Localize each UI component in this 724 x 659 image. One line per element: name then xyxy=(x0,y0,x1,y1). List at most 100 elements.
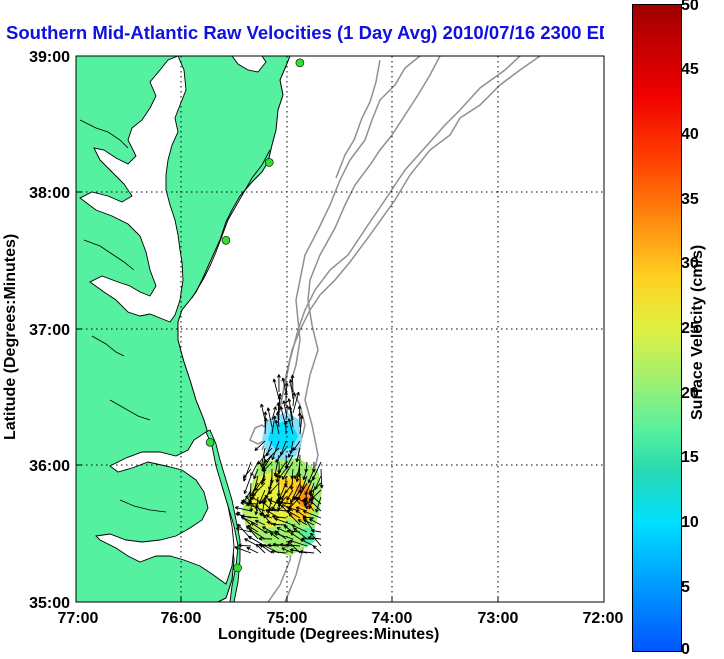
velocity-arrow xyxy=(274,419,280,435)
velocity-arrow xyxy=(249,482,259,498)
xtick-label: 73:00 xyxy=(478,610,519,627)
velocity-arrow xyxy=(276,499,294,512)
velocity-arrow xyxy=(250,461,259,477)
velocity-arrow xyxy=(302,516,315,533)
velocity-arrow xyxy=(272,378,280,400)
radar-station-marker xyxy=(233,563,242,573)
velocity-arrow xyxy=(287,398,294,421)
tick-marks xyxy=(75,55,605,603)
velocity-arrow xyxy=(245,495,259,512)
velocity-arrow xyxy=(246,546,259,554)
velocity-arrow xyxy=(272,522,287,527)
velocity-arrow xyxy=(292,495,301,505)
velocity-arrow xyxy=(295,447,301,463)
colorbar-tick: 0 xyxy=(681,641,690,658)
ytick-label: 39:00 xyxy=(29,49,70,66)
velocity-arrow xyxy=(309,493,322,505)
velocity-arrow xyxy=(276,402,281,421)
map-plot[interactable]: 77:00 76:00 75:00 74:00 73:00 72:00 39:0… xyxy=(0,0,632,659)
velocity-arrow xyxy=(310,532,322,547)
velocity-arrow xyxy=(242,468,252,479)
velocity-arrow xyxy=(298,475,303,494)
xtick-label: 74:00 xyxy=(372,610,413,627)
y-axis-label: Latitude (Degrees:Minutes) xyxy=(2,233,19,440)
velocity-arrow xyxy=(295,509,308,519)
velocity-arrow xyxy=(254,440,266,452)
velocity-arrow xyxy=(319,468,324,489)
velocity-arrow xyxy=(308,498,322,512)
velocity-arrow xyxy=(275,411,280,428)
velocity-arrow xyxy=(271,415,277,435)
colorbar-tick: 30 xyxy=(681,255,699,272)
velocity-arrow xyxy=(270,549,287,554)
velocity-arrow xyxy=(286,509,301,519)
colorbar-tick: 45 xyxy=(681,61,699,78)
velocity-arrow xyxy=(292,440,301,451)
map-title: Southern Mid-Atlantic Raw Velocities (1 … xyxy=(6,22,624,43)
colorbar-label: Surface Velocity (cm/s) xyxy=(689,244,706,420)
velocity-arrow xyxy=(267,543,280,548)
ytick-label: 35:00 xyxy=(29,595,70,612)
velocity-arrow xyxy=(274,517,294,526)
colorbar-tick: 5 xyxy=(681,579,690,596)
velocity-arrow xyxy=(269,532,280,540)
velocity-arrow xyxy=(288,406,294,428)
velocity-arrow xyxy=(247,535,266,547)
velocity-arrow xyxy=(283,420,288,435)
velocity-arrow xyxy=(267,498,280,505)
x-axis-label: Longitude (Degrees:Minutes) xyxy=(218,626,440,643)
velocity-arrow xyxy=(274,532,294,540)
velocity-arrow xyxy=(268,507,287,512)
velocity-arrow xyxy=(272,542,287,547)
velocity-arrow xyxy=(266,407,273,428)
velocity-arrow xyxy=(302,468,308,481)
velocity-arrow xyxy=(255,543,266,554)
colorbar-gradient xyxy=(632,4,682,652)
velocity-arrows xyxy=(234,374,324,554)
velocity-arrow xyxy=(271,440,280,461)
velocity-arrow xyxy=(249,496,254,512)
velocity-arrow xyxy=(282,400,287,414)
velocity-arrow xyxy=(290,374,295,393)
title-occluder xyxy=(604,0,632,44)
velocity-arrow xyxy=(281,547,294,554)
velocity-arrow xyxy=(287,418,294,435)
velocity-arrow xyxy=(244,538,259,547)
velocity-arrow xyxy=(250,522,266,533)
velocity-arrow xyxy=(288,379,294,400)
velocity-arrow xyxy=(260,403,266,421)
velocity-arrow xyxy=(312,545,322,554)
colorbar-tick: 20 xyxy=(681,385,699,402)
velocity-arrow xyxy=(276,374,281,393)
ytick-label: 38:00 xyxy=(29,185,70,202)
ytick-label: 37:00 xyxy=(29,322,70,339)
velocity-arrow xyxy=(299,415,304,435)
xtick-label: 75:00 xyxy=(267,610,308,627)
velocity-arrow xyxy=(303,497,315,512)
velocity-arrow xyxy=(315,496,322,513)
radar-station-marker xyxy=(295,58,305,68)
velocity-arrow xyxy=(297,412,302,428)
velocity-arrow xyxy=(292,391,300,414)
velocity-arrow xyxy=(293,527,308,540)
velocity-arrow xyxy=(295,497,308,505)
ytick-label: 36:00 xyxy=(29,458,70,475)
velocity-arrow xyxy=(310,528,322,533)
velocity-arrow xyxy=(243,475,252,495)
xtick-label: 72:00 xyxy=(583,610,624,627)
velocity-arrow xyxy=(297,519,308,526)
colorbar-tick: 15 xyxy=(681,449,699,466)
radar-station-marker xyxy=(221,235,231,245)
velocity-arrow xyxy=(291,524,308,533)
velocity-arrow xyxy=(284,391,288,406)
velocity-arrow xyxy=(300,538,315,547)
velocity-arrow xyxy=(254,519,266,526)
radar-station-marker xyxy=(205,437,215,447)
velocity-arrow xyxy=(253,468,259,480)
velocity-arrow xyxy=(271,406,277,421)
velocity-arrow xyxy=(234,506,252,512)
colorbar-tick: 40 xyxy=(681,126,699,143)
velocity-arrow xyxy=(307,468,315,484)
velocity-arrow xyxy=(276,527,287,533)
radar-station-marker xyxy=(264,158,274,167)
